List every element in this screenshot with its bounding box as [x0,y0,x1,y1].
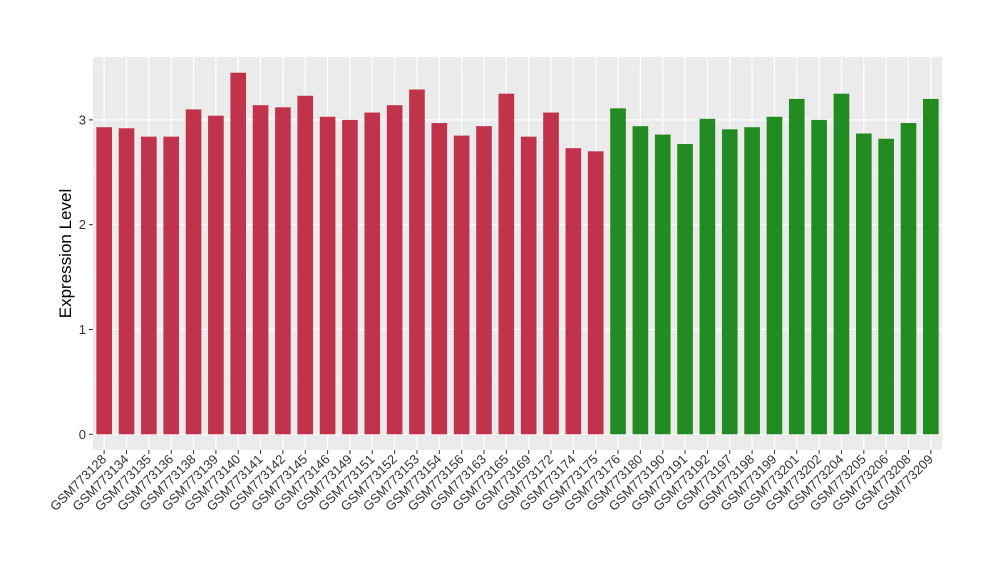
bar-GSM773202 [811,119,827,435]
y-tick-label: 3 [79,112,86,127]
bar-GSM773135 [141,136,157,435]
x-axis: GSM773128GSM773134GSM773135GSM773136GSM7… [47,450,936,514]
bar-GSM773169 [520,136,537,435]
bar-GSM773198 [744,127,760,435]
bar-GSM773146 [319,116,336,435]
bar-GSM773128 [96,127,112,435]
bar-GSM773180 [632,126,649,435]
bar-GSM773205 [855,133,872,435]
bar-GSM773191 [677,143,693,435]
bar-GSM773152 [386,105,403,435]
bar-GSM773192 [699,118,716,435]
bar-GSM773149 [342,119,358,435]
bar-GSM773141 [252,105,269,435]
bar-GSM773156 [453,135,470,435]
bar-GSM773165 [498,93,515,435]
bar-GSM773139 [208,115,224,435]
y-tick-label: 1 [79,322,86,337]
bar-GSM773140 [230,72,247,435]
bar-GSM773172 [543,112,559,435]
bar-GSM773204 [833,93,850,435]
bar-GSM773206 [878,138,894,435]
bar-GSM773134 [118,128,135,435]
bar-GSM773190 [654,134,671,435]
bar-GSM773154 [431,123,448,435]
bar-GSM773201 [788,98,805,435]
bar-GSM773142 [275,107,291,435]
bar-GSM773174 [565,148,582,435]
bar-GSM773209 [923,98,939,435]
bars [96,72,939,435]
bar-GSM773153 [409,89,425,435]
bar-GSM773199 [766,116,783,435]
bar-GSM773175 [587,151,604,435]
bar-GSM773197 [721,129,738,435]
bar-GSM773145 [297,95,314,435]
y-axis: 0 1 2 3 [79,112,93,442]
bar-GSM773208 [900,123,917,435]
bar-GSM773176 [610,108,626,435]
bar-GSM773151 [364,112,381,435]
bar-GSM773138 [185,109,202,435]
bar-GSM773163 [476,126,492,435]
y-tick-label: 0 [79,427,86,442]
y-tick-label: 2 [79,217,86,232]
bar-GSM773136 [163,136,180,435]
y-axis-title: Expression Level [56,189,75,318]
